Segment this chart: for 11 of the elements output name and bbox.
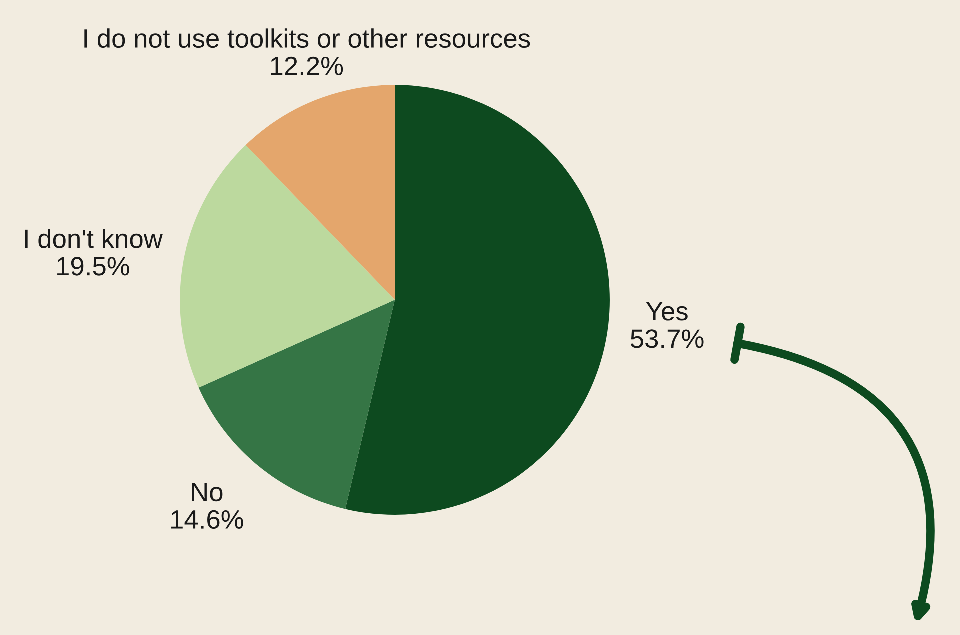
data-label: 19.5% xyxy=(58,257,130,276)
data-label: 12.2% xyxy=(271,56,344,76)
data-label: 14.6% xyxy=(172,510,244,530)
slice-label: I do not use toolkits or other resources xyxy=(84,28,530,48)
pie-slice xyxy=(246,85,396,300)
slice-label: I don't know xyxy=(25,228,163,248)
pie-slice xyxy=(180,145,396,388)
pie-slice xyxy=(346,85,610,515)
data-label: 53.7% xyxy=(630,330,704,348)
slice-label: Yes xyxy=(646,302,688,321)
slice-label: No xyxy=(192,483,223,502)
